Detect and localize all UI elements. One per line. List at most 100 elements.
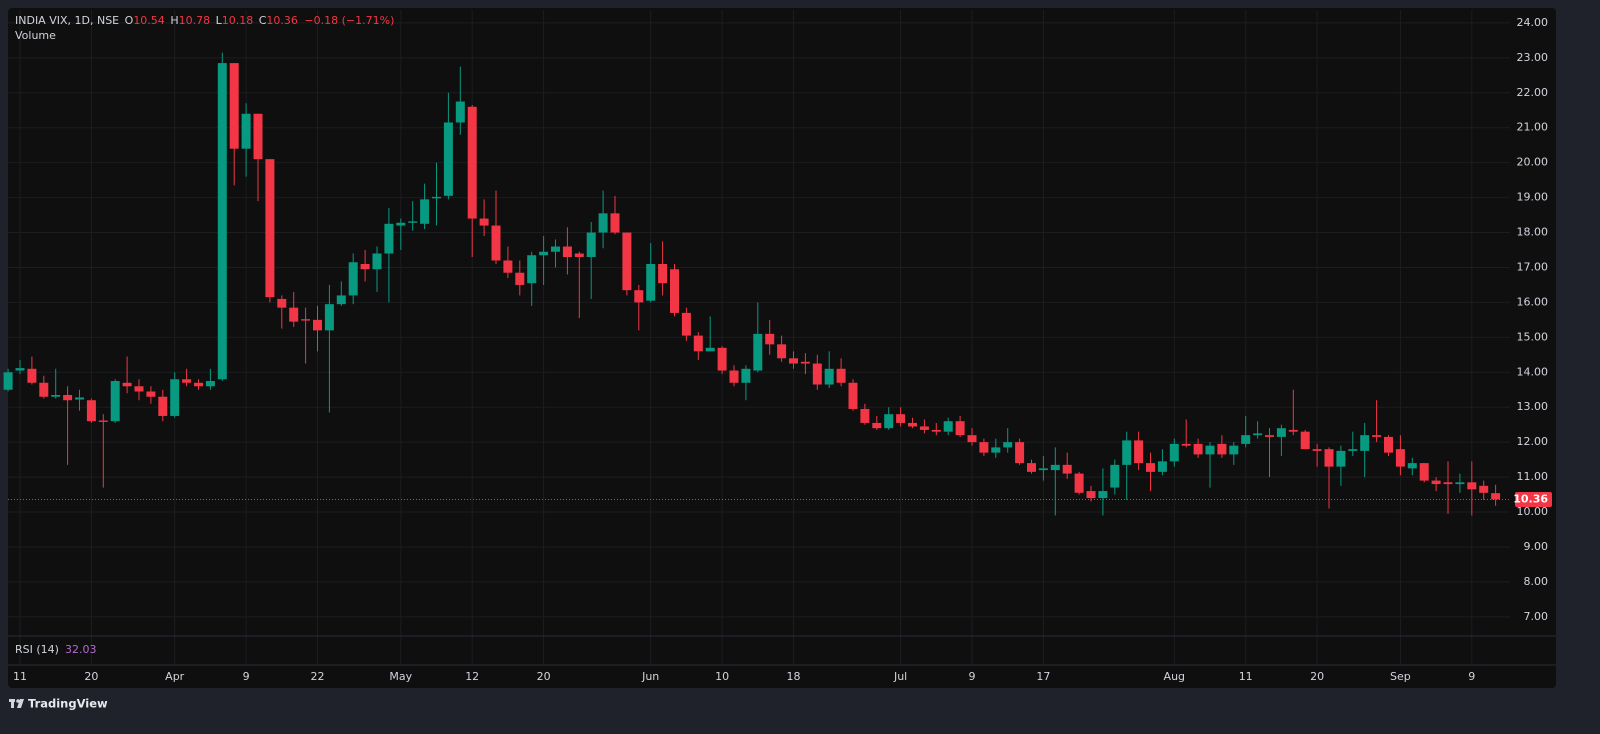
candle-body (1253, 433, 1263, 436)
candle-body (562, 246, 572, 257)
y-tick-label: 22.00 (1517, 86, 1549, 99)
x-tick-label: Apr (165, 670, 185, 683)
y-tick-label: 17.00 (1517, 260, 1549, 273)
candle-body (1050, 464, 1060, 471)
y-tick-label: 19.00 (1517, 191, 1549, 204)
candle-body (324, 304, 334, 331)
y-tick-label: 20.00 (1517, 156, 1549, 169)
price-tag-label: 10.36 (1513, 492, 1548, 505)
candle-body (1431, 480, 1441, 485)
candle-body (943, 421, 953, 432)
open-label: O (125, 14, 134, 27)
candle-body (194, 382, 203, 387)
logo-part (16, 699, 20, 703)
x-tick-label: 11 (1239, 670, 1253, 683)
y-tick-label: 12.00 (1517, 435, 1549, 448)
candle-body (824, 368, 834, 385)
candle-body (1086, 491, 1096, 499)
candle-body (170, 379, 180, 416)
candle-body (1015, 442, 1025, 464)
candle-body (1181, 443, 1191, 446)
candle-body (229, 63, 239, 149)
candle-body (479, 218, 489, 226)
candle-body (63, 394, 73, 401)
candle-body (800, 361, 810, 364)
candle-body (670, 269, 679, 313)
x-tick-label: 22 (311, 670, 325, 683)
candle-body (1384, 436, 1393, 453)
x-tick-label: 20 (537, 670, 551, 683)
logo-part (17, 699, 24, 708)
candle-body (503, 260, 513, 273)
candle-body (86, 400, 96, 422)
candle-body (527, 255, 537, 284)
candle-body (634, 290, 644, 303)
brand[interactable]: TradingView (28, 697, 108, 711)
close-value: 10.36 (266, 14, 298, 27)
candle-body (384, 223, 394, 254)
candle-body (884, 414, 894, 429)
candle-body (1467, 482, 1477, 490)
x-tick-label: 9 (969, 670, 976, 683)
logo-part (11, 699, 14, 708)
candle-body (265, 159, 275, 298)
y-tick-label: 18.00 (1517, 226, 1549, 239)
candle-body (586, 232, 596, 257)
candle-body (98, 420, 108, 422)
candle-body (1134, 440, 1144, 464)
close-label: C (259, 14, 267, 27)
candle-body (598, 213, 608, 233)
legend-header: INDIA VIX, 1D, NSE O10.54 H10.78 L10.18 … (15, 14, 394, 27)
candle-body (693, 335, 703, 352)
candle-body (991, 447, 1001, 453)
candle-body (931, 429, 941, 432)
candle-body (158, 396, 168, 416)
candle-body (1288, 429, 1298, 432)
y-tick-label: 23.00 (1517, 51, 1549, 64)
candle-body (301, 319, 311, 321)
candle-body (1312, 449, 1322, 451)
candle-body (205, 381, 215, 387)
candle-body (812, 363, 822, 385)
candle-body (122, 382, 132, 387)
x-tick-label: Sep (1390, 670, 1411, 683)
y-tick-label: 11.00 (1517, 470, 1549, 483)
candle-body (1443, 482, 1453, 485)
candle-body (1241, 435, 1251, 444)
rsi-value: 32.03 (65, 643, 97, 656)
candle-body (1395, 449, 1405, 467)
candle-body (1217, 443, 1227, 455)
grid (8, 10, 1510, 665)
candle-body (51, 394, 61, 397)
price-tag (1515, 491, 1552, 507)
candle-body (610, 213, 620, 233)
candle-body (1360, 435, 1370, 451)
brand-logo (9, 699, 24, 708)
candle-body (741, 368, 751, 383)
y-tick-label: 15.00 (1517, 330, 1549, 343)
candle-body (432, 196, 441, 199)
candle-body (1419, 463, 1429, 481)
candle-body (408, 221, 418, 223)
high-label: H (170, 14, 178, 27)
candle-body (289, 307, 299, 322)
candle-body (110, 381, 120, 422)
x-tick-label: 20 (84, 670, 98, 683)
candle-body (372, 253, 382, 270)
candle-body (420, 199, 430, 224)
candle-body (574, 253, 584, 257)
y-tick-label: 13.00 (1517, 400, 1549, 413)
candle-body (348, 262, 358, 296)
candle-body (848, 382, 858, 409)
candle-body (1157, 461, 1167, 472)
candle-body (872, 422, 882, 429)
symbol: INDIA VIX, 1D, NSE (15, 14, 119, 27)
candle-body (551, 246, 560, 252)
candle-body (1074, 473, 1084, 493)
candles (3, 52, 1510, 516)
candle-body (1038, 468, 1048, 471)
candle-body (1110, 464, 1120, 488)
change: −0.18 (−1.71%) (304, 14, 394, 27)
candle-body (3, 372, 13, 390)
